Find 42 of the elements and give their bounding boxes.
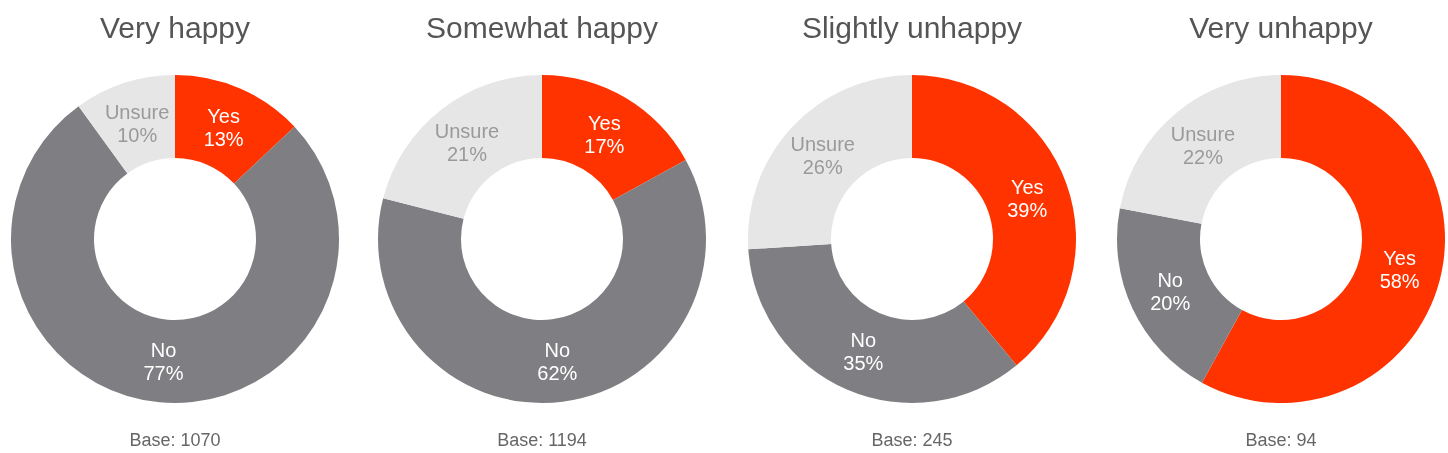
data-label: 13%	[203, 127, 244, 150]
donut-slice	[1119, 75, 1281, 224]
donut-slice	[542, 75, 686, 200]
slice-label: Yes	[1383, 247, 1416, 270]
data-label: 58%	[1379, 270, 1420, 293]
chart-title: Very unhappy	[1189, 11, 1373, 44]
slice-label: Unsure	[790, 133, 855, 156]
data-label: 35%	[843, 352, 884, 375]
data-label: 22%	[1182, 145, 1224, 168]
chart-title: Very happy	[99, 11, 251, 44]
donut-slice	[748, 75, 912, 250]
donut-slice	[748, 244, 1017, 403]
slice-label: Yes	[1010, 175, 1044, 198]
data-label: 20%	[1150, 292, 1191, 315]
donut-slice	[11, 106, 339, 403]
text: Base: 1194	[497, 430, 587, 450]
slice-label: Yes	[588, 111, 621, 134]
slice-label: No	[1157, 269, 1183, 292]
data-label: 77%	[143, 361, 184, 384]
slice-label: Unsure	[1170, 122, 1236, 145]
slice-label: Unsure	[434, 120, 500, 143]
donut-slice	[378, 159, 706, 403]
text: Base: 1070	[129, 430, 221, 450]
slice-label: Yes	[207, 104, 240, 127]
text: Base: 94	[1245, 430, 1317, 450]
data-label: 39%	[1007, 198, 1048, 221]
data-label: 62%	[537, 361, 578, 384]
donut-slice	[383, 75, 542, 219]
donut-slice	[1117, 208, 1242, 383]
data-label: 21%	[446, 143, 488, 166]
slice-label: No	[850, 329, 877, 352]
data-label: 26%	[802, 156, 843, 179]
donut-slice	[175, 75, 295, 184]
data-label: 17%	[584, 134, 625, 157]
text: Base: 245	[871, 430, 953, 450]
slice-label: No	[544, 338, 571, 361]
chart-title: Slightly unhappy	[801, 11, 1023, 44]
slice-label: Unsure	[104, 100, 170, 123]
slice-label: No	[150, 338, 177, 361]
donut-slice	[912, 75, 1076, 366]
data-label: 10%	[117, 123, 158, 146]
chart-title: Somewhat happy	[426, 11, 658, 44]
